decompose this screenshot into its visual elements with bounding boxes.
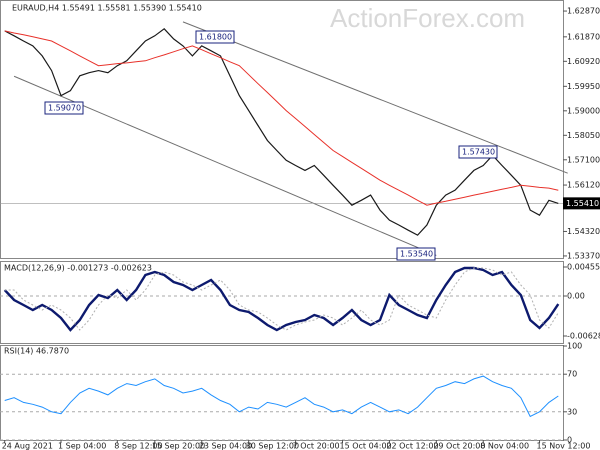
y-tick-label: 1.60920: [567, 57, 600, 66]
y-tick-label: 1.58050: [567, 131, 600, 140]
series-line: [4, 30, 559, 206]
x-tick-label: 15 Sep 20:00: [152, 442, 205, 450]
macd-title: MACD(12,26,9) -0.001273 -0.002623: [4, 264, 152, 273]
x-tick-label: 1 Sep 04:00: [58, 442, 106, 450]
x-tick-label: 23 Sep 04:00: [199, 442, 252, 450]
x-tick-label: 7 Oct 20:00: [293, 442, 340, 450]
annotation-box: [195, 30, 235, 44]
x-tick-label: 24 Aug 2021: [2, 442, 53, 450]
price-panel: [0, 0, 564, 259]
x-tick-label: 15 Nov 12:00: [537, 442, 591, 450]
x-tick-label: 29 Oct 20:00: [433, 442, 485, 450]
series-line: [4, 267, 559, 331]
annotation-label: 1.59070: [48, 104, 81, 113]
y-tick-label: 1.57100: [567, 155, 600, 164]
x-tick-label: 15 Oct 04:00: [339, 442, 391, 450]
y-tick-label: 1.59950: [567, 82, 600, 91]
annotation-box: [44, 101, 84, 115]
series-line: [4, 375, 559, 418]
annotation-box: [396, 247, 436, 261]
channel-line: [182, 21, 568, 174]
y-tick-label: 1.61870: [567, 32, 600, 41]
y-tick-label: 0.00: [567, 291, 585, 300]
y-tick-label: 30: [567, 407, 577, 416]
x-tick-label: 30 Sep 12:00: [246, 442, 299, 450]
price-title: EURAUD,H4 1.55491 1.55581 1.55390 1.5541…: [12, 4, 202, 13]
series-line: [3, 266, 560, 332]
x-tick-label: 22 Oct 12:00: [386, 442, 438, 450]
y-tick-label: 100: [567, 342, 582, 351]
y-tick-label: 1.59000: [567, 106, 600, 115]
y-tick-label: 1.54320: [567, 227, 600, 236]
macd-panel: [0, 261, 564, 344]
annotation-label: 1.57430: [462, 148, 495, 157]
y-tick-label: 0.004559: [567, 262, 600, 271]
series-line: [4, 27, 559, 236]
y-tick-label: 1.53370: [567, 251, 600, 260]
annotation-label: 1.61800: [199, 33, 232, 42]
y-tick-label: 0: [567, 436, 572, 445]
annotation-box: [458, 145, 498, 159]
y-tick-label: 70: [567, 370, 577, 379]
annotation-label: 1.53540: [400, 250, 433, 259]
channel-line: [13, 75, 437, 256]
rsi-title: RSI(14) 46.7870: [4, 347, 69, 356]
y-tick-label: 1.62870: [567, 7, 600, 16]
y-tick-label: 1.56120: [567, 181, 600, 190]
x-tick-label: 8 Nov 04:00: [480, 442, 529, 450]
watermark: ActionForex.com: [330, 3, 525, 33]
current-price-label: 1.55410: [566, 199, 599, 208]
x-tick-label: 8 Sep 12:00: [114, 442, 162, 450]
current-price-box: [563, 197, 600, 210]
y-tick-label: -0.006289: [567, 331, 600, 340]
